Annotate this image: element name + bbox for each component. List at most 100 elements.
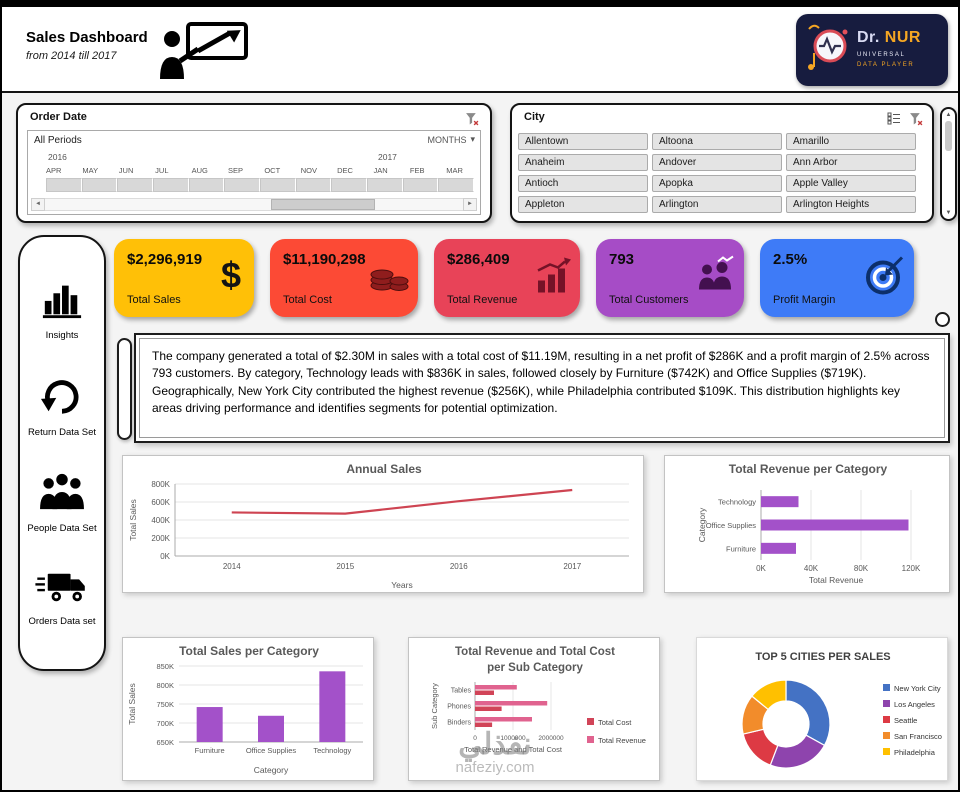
timeline-period-label: All Periods <box>34 135 82 146</box>
y-tick-label: Technology <box>718 498 756 507</box>
kpi-label: Total Cost <box>283 294 332 306</box>
return-arrow-icon <box>40 375 84 422</box>
x-tick-label: Office Supplies <box>246 746 297 755</box>
city-option-amarillo[interactable]: Amarillo <box>786 133 916 150</box>
timeline-tile[interactable] <box>438 178 475 192</box>
city-scroll-thumb[interactable] <box>945 121 952 151</box>
timeline-granularity-dropdown[interactable]: MONTHS ▾ <box>427 134 475 145</box>
chevron-down-icon: ▾ <box>470 134 475 144</box>
city-option-andover[interactable]: Andover <box>652 154 782 171</box>
annual-sales-canvas: Annual Sales 0K 200K 400K 600K 800K 2014 2015 20… <box>128 462 629 590</box>
timeline-month-label[interactable]: AUG <box>191 166 208 175</box>
bar-total-cost-phones <box>475 706 502 711</box>
timeline-month-label[interactable]: OCT <box>264 166 281 175</box>
scroll-down-icon[interactable]: ▼ <box>945 210 952 216</box>
sidebar-item-insights[interactable]: Insights <box>40 278 84 342</box>
timeline-scroll-thumb[interactable] <box>270 199 376 210</box>
y-axis-title: Total Sales <box>128 499 138 541</box>
y-tick-label: 400K <box>151 516 170 525</box>
city-option-allentown[interactable]: Allentown <box>518 133 648 150</box>
sidebar-item-orders-data-set[interactable]: Orders Data set <box>28 568 96 628</box>
sales-per-category-canvas: Total Sales per Category 650K 700K 750K 800K… <box>127 644 363 775</box>
bar-chart-icon <box>40 278 84 325</box>
city-option-arlington[interactable]: Arlington <box>652 196 782 213</box>
dollar-icon: $ <box>216 255 246 302</box>
timeline-tile[interactable] <box>260 178 296 192</box>
growth-chart-icon <box>534 257 572 300</box>
timeline-month-label[interactable]: MAR <box>446 166 463 175</box>
chart-title: per Sub Category <box>487 662 583 674</box>
scroll-up-icon[interactable]: ▲ <box>945 112 952 118</box>
multi-select-icon[interactable] <box>887 112 902 127</box>
timeline-tile[interactable] <box>188 178 225 192</box>
city-option-anaheim[interactable]: Anaheim <box>518 154 648 171</box>
legend-swatch-total-revenue <box>587 736 594 743</box>
city-option-ann-arbor[interactable]: Ann Arbor <box>786 154 916 171</box>
legend-swatch-san-francisco <box>883 732 890 739</box>
legend-swatch-los-angeles <box>883 700 890 707</box>
y-axis-title: Sub Category <box>430 683 439 729</box>
timeline-tile[interactable] <box>331 178 368 192</box>
kpi-card-total-sales: $2,296,919 Total Sales $ <box>114 239 254 317</box>
city-option-apple-valley[interactable]: Apple Valley <box>786 175 916 192</box>
bar-technology <box>319 671 346 742</box>
sidebar-item-people-data-set[interactable]: People Data Set <box>27 471 97 535</box>
kpi-value: $11,190,298 <box>283 251 366 268</box>
clear-filter-icon[interactable] <box>465 112 480 127</box>
kpi-label: Total Sales <box>127 294 181 306</box>
sidebar-item-return-data-set[interactable]: Return Data Set <box>28 375 96 439</box>
timeline-month-label[interactable]: JAN <box>373 166 388 175</box>
x-tick-label: Furniture <box>195 746 225 755</box>
y-tick-label: 700K <box>156 719 174 728</box>
timeline-scrollbar[interactable]: ◄ ► <box>31 198 477 211</box>
timeline-tile[interactable] <box>224 178 261 192</box>
brand-text: Dr. NUR UNIVERSAL DATA PLAYER <box>857 29 921 70</box>
timeline-tile[interactable] <box>295 178 332 192</box>
timeline-tile[interactable] <box>81 178 118 192</box>
timeline-month-label[interactable]: JUN <box>118 166 134 175</box>
brand-tagline-line2: DATA PLAYER <box>857 62 915 68</box>
timeline-month-label[interactable]: SEP <box>227 166 243 175</box>
city-option-appleton[interactable]: Appleton <box>518 196 648 213</box>
timeline-scroll-track[interactable] <box>45 198 463 211</box>
chart-title: Total Revenue per Category <box>729 462 888 476</box>
brand-tagline-line1: UNIVERSAL <box>857 52 906 59</box>
insight-corner-decoration <box>935 312 950 327</box>
x-tick-label: 80K <box>854 564 869 573</box>
timeline-month-label[interactable]: APR <box>46 166 62 175</box>
city-scroll-track[interactable] <box>945 151 952 210</box>
kpi-value: 793 <box>609 251 635 268</box>
timeline-year-2016: 2016 <box>48 152 67 162</box>
bar-total-revenue-binders <box>475 717 532 722</box>
timeline-month-label[interactable]: FEB <box>409 166 425 175</box>
timeline-tile[interactable] <box>46 178 82 192</box>
timeline-tile[interactable] <box>117 178 154 192</box>
scroll-right-icon[interactable]: ► <box>463 198 477 211</box>
timeline-month-label[interactable]: MAY <box>82 166 99 175</box>
legend-swatch-philadelphia <box>883 748 890 755</box>
timeline-month-label[interactable]: DEC <box>337 166 353 175</box>
x-tick-label: Technology <box>313 746 351 755</box>
page-title: Sales Dashboard <box>26 29 148 46</box>
timeline-tile[interactable] <box>153 178 189 192</box>
city-option-antioch[interactable]: Antioch <box>518 175 648 192</box>
kpi-row: $2,296,919 Total Sales $ $11,190,298 Total C… <box>114 239 914 317</box>
city-option-apopka[interactable]: Apopka <box>652 175 782 192</box>
y-tick-label: Office Supplies <box>706 521 757 530</box>
city-slicer-scrollbar[interactable]: ▲ ▼ <box>940 107 957 221</box>
people-icon <box>38 471 86 518</box>
scroll-left-icon[interactable]: ◄ <box>31 198 45 211</box>
timeline-tile[interactable] <box>367 178 403 192</box>
timeline-month-label[interactable]: JUL <box>155 166 169 175</box>
chart-title: Total Sales per Category <box>179 644 319 658</box>
kpi-card-profit-margin: 2.5% Profit Margin <box>760 239 914 317</box>
city-option-arlington-heights[interactable]: Arlington Heights <box>786 196 916 213</box>
y-axis-title: Total Sales <box>127 683 137 725</box>
revenue-per-category-canvas: Total Revenue per Category 0K 40K 80K 120K Te… <box>697 462 921 585</box>
x-axis-title: Total Revenue <box>809 575 864 585</box>
timeline-month-label[interactable]: NOV <box>300 166 317 175</box>
kpi-card-total-cost: $11,190,298 Total Cost <box>270 239 418 317</box>
clear-filter-icon[interactable] <box>909 112 924 127</box>
timeline-tile[interactable] <box>402 178 439 192</box>
city-option-altoona[interactable]: Altoona <box>652 133 782 150</box>
